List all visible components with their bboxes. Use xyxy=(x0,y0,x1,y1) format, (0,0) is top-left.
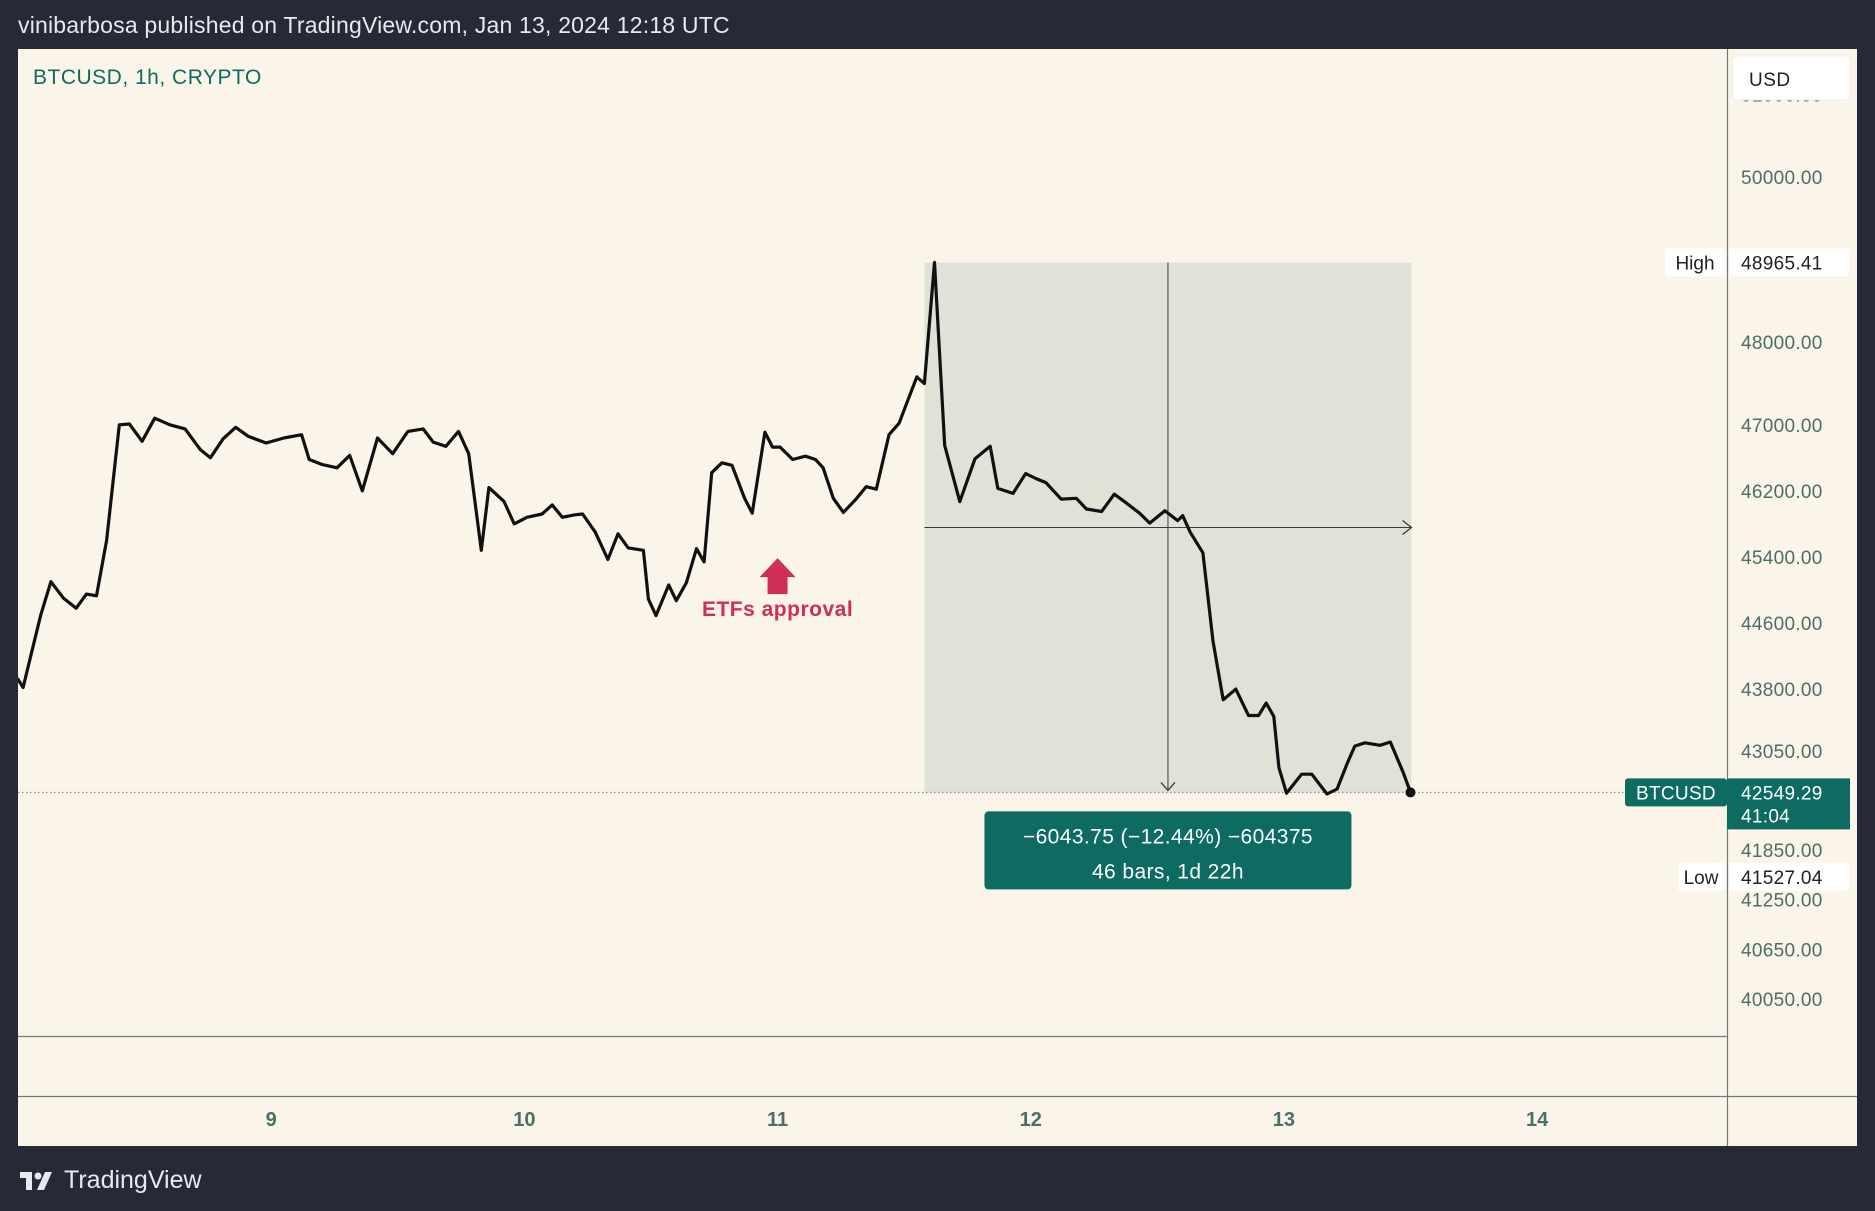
price-tick-label: 46200.00 xyxy=(1741,482,1823,503)
range-info-box xyxy=(984,811,1352,890)
price-tick-label: 47000.00 xyxy=(1741,416,1823,437)
tradingview-brand-text: TradingView xyxy=(64,1166,202,1194)
price-tick-label: 41250.00 xyxy=(1741,891,1823,912)
last-price-box xyxy=(1727,778,1850,830)
time-tick-label: 9 xyxy=(266,1109,277,1131)
price-tick-label: 40650.00 xyxy=(1741,940,1823,961)
price-tick-label: 50000.00 xyxy=(1741,168,1823,189)
low-value: 41527.04 xyxy=(1741,868,1823,889)
tradingview-logo-icon xyxy=(20,1171,52,1190)
chart-panel[interactable]: 51000.0050000.0048000.0047000.0046200.00… xyxy=(18,49,1857,1146)
range-right-arrowhead xyxy=(1402,519,1413,535)
high-value: 48965.41 xyxy=(1741,253,1823,274)
etf-up-arrow-icon xyxy=(759,558,796,595)
range-info-change: −6043.75 (−12.44%) −604375 xyxy=(1023,825,1313,848)
low-label-box xyxy=(1678,862,1725,891)
range-info-duration: 46 bars, 1d 22h xyxy=(1092,860,1244,883)
tradingview-logo[interactable]: TradingView xyxy=(18,1166,202,1195)
publisher-caption: vinibarbosa published on TradingView.com… xyxy=(18,12,730,38)
btcusd-price-line[interactable] xyxy=(18,260,1413,796)
etf-approval-label: ETFs approval xyxy=(702,598,853,621)
price-tick-label: 40050.00 xyxy=(1741,990,1823,1011)
time-tick-label: 13 xyxy=(1273,1109,1295,1131)
high-label-box xyxy=(1665,248,1725,277)
high-label: High xyxy=(1675,253,1714,274)
chart-title: BTCUSD, 1h, CRYPTO xyxy=(33,66,262,89)
price-tick-label: 41850.00 xyxy=(1741,841,1823,862)
low-label: Low xyxy=(1684,868,1719,889)
range-down-arrowhead xyxy=(1160,782,1176,792)
time-tick-label: 12 xyxy=(1020,1109,1042,1131)
last-price-dot xyxy=(1405,787,1416,798)
bar-countdown: 41:04 xyxy=(1741,806,1790,827)
high-value-box xyxy=(1729,248,1849,277)
price-tick-label: 43050.00 xyxy=(1741,742,1823,763)
price-tick-label: 43800.00 xyxy=(1741,680,1823,701)
time-tick-label: 14 xyxy=(1526,1109,1549,1131)
time-tick-label: 10 xyxy=(513,1109,535,1131)
price-tick-label: 44600.00 xyxy=(1741,614,1823,635)
symbol-price-label-box xyxy=(1625,778,1727,807)
price-tick-label: 45400.00 xyxy=(1741,548,1823,569)
time-tick-label: 11 xyxy=(767,1109,788,1131)
price-tick-label: 48000.00 xyxy=(1741,333,1823,354)
currency-button[interactable] xyxy=(1732,55,1851,101)
price-chart[interactable]: 51000.0050000.0048000.0047000.0046200.00… xyxy=(18,49,1857,1146)
last-price-value: 42549.29 xyxy=(1741,783,1823,804)
symbol-price-label: BTCUSD xyxy=(1636,783,1716,804)
currency-label: USD xyxy=(1749,70,1791,91)
low-value-box xyxy=(1729,862,1849,891)
